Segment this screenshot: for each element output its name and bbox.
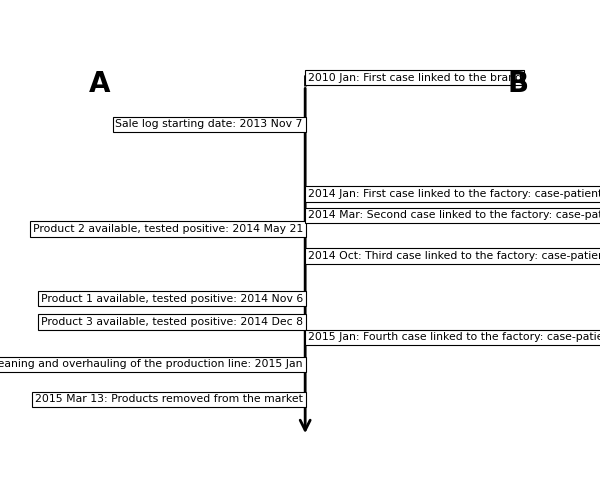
Text: Product 1 available, tested positive: 2014 Nov 6: Product 1 available, tested positive: 20… (41, 294, 303, 303)
Text: Sale log starting date: 2013 Nov 7: Sale log starting date: 2013 Nov 7 (115, 119, 303, 129)
Text: Product 2 available, tested positive: 2014 May 21: Product 2 available, tested positive: 20… (32, 224, 303, 234)
Text: 2014 Mar: Second case linked to the factory: case-patient #2: 2014 Mar: Second case linked to the fact… (308, 210, 600, 220)
Text: 2015 Jan: Fourth case linked to the factory: case-patient #4: 2015 Jan: Fourth case linked to the fact… (308, 332, 600, 342)
Text: A: A (89, 70, 110, 98)
Text: B: B (508, 70, 529, 98)
Text: Cleaning and overhauling of the production line: 2015 Jan: Cleaning and overhauling of the producti… (0, 360, 303, 369)
Text: 2014 Oct: Third case linked to the factory: case-patient #3: 2014 Oct: Third case linked to the facto… (308, 251, 600, 261)
Text: Product 3 available, tested positive: 2014 Dec 8: Product 3 available, tested positive: 20… (41, 317, 303, 327)
Text: 2015 Mar 13: Products removed from the market: 2015 Mar 13: Products removed from the m… (35, 394, 303, 404)
Text: 2010 Jan: First case linked to the brand: 2010 Jan: First case linked to the brand (308, 73, 521, 83)
Text: 2014 Jan: First case linked to the factory: case-patient #1: 2014 Jan: First case linked to the facto… (308, 189, 600, 199)
